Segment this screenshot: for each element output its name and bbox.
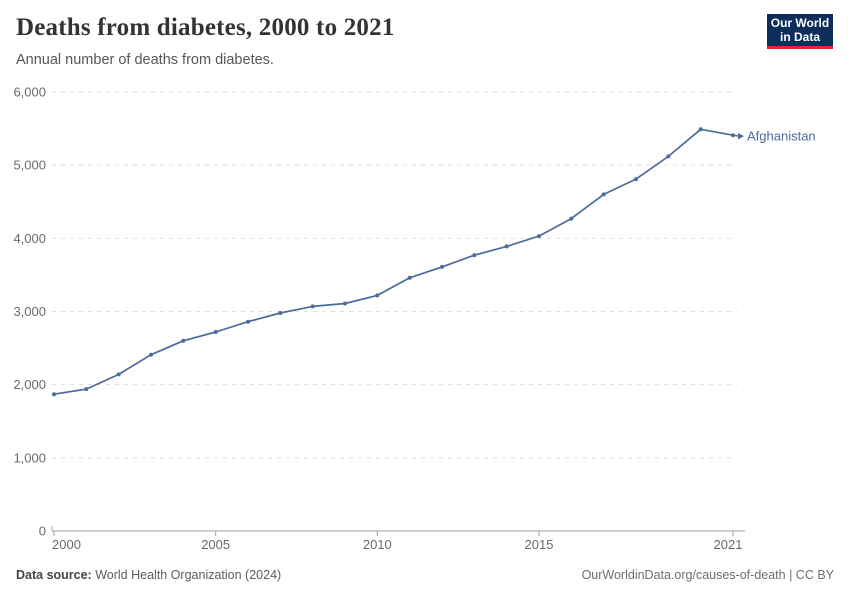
data-point[interactable] [537, 234, 541, 239]
credit-link[interactable]: OurWorldinData.org/causes-of-death | CC … [581, 568, 834, 582]
data-source-text: World Health Organization (2024) [95, 568, 282, 582]
x-tick-label: 2021 [714, 537, 743, 552]
data-point[interactable] [472, 253, 477, 258]
data-source: Data source: World Health Organization (… [16, 568, 281, 582]
data-source-label: Data source: [16, 568, 92, 582]
page-title: Deaths from diabetes, 2000 to 2021 [16, 14, 395, 41]
data-point[interactable] [375, 293, 380, 298]
owid-logo-line2: in Data [779, 30, 820, 44]
chart-subtitle: Annual number of deaths from diabetes. [16, 52, 274, 68]
data-point[interactable] [278, 311, 283, 315]
series-group[interactable] [52, 127, 735, 397]
y-tick-label: 5,000 [13, 158, 46, 173]
data-point[interactable] [698, 127, 703, 132]
y-tick-label: 4,000 [13, 231, 46, 246]
y-tick-label: 0 [39, 524, 46, 539]
data-point[interactable] [666, 154, 671, 159]
x-tick-label: 2005 [201, 537, 230, 552]
x-tick-label: 2015 [525, 537, 554, 552]
data-point[interactable] [440, 264, 444, 269]
data-point[interactable] [52, 392, 56, 397]
data-point[interactable] [213, 330, 218, 334]
x-tick-label: 2010 [363, 537, 392, 552]
data-point[interactable] [504, 244, 509, 249]
entity-label[interactable]: Afghanistan [747, 129, 816, 144]
data-point[interactable] [601, 192, 606, 197]
y-tick-label: 1,000 [13, 450, 46, 465]
data-point[interactable] [116, 372, 121, 377]
y-axis-labels: 0 1,000 2,000 3,000 4,000 5,000 6,000 [13, 85, 46, 539]
data-point[interactable] [149, 352, 153, 357]
gridlines-group [52, 91, 737, 459]
label-arrow-icon [738, 132, 744, 140]
data-point[interactable] [84, 387, 89, 392]
x-tick-label: 2000 [52, 537, 81, 552]
x-axis: 2000 2005 2010 2015 2021 [51, 526, 745, 552]
data-point[interactable] [310, 304, 315, 309]
data-line[interactable] [53, 128, 734, 396]
owid-logo[interactable]: Our World in Data [767, 14, 833, 49]
y-tick-label: 2,000 [13, 377, 46, 392]
data-point[interactable] [407, 275, 412, 280]
y-tick-label: 3,000 [13, 304, 46, 319]
data-point[interactable] [569, 216, 574, 221]
owid-logo-line1: Our World [770, 16, 830, 30]
data-point[interactable] [246, 319, 250, 324]
y-tick-label: 6,000 [13, 85, 46, 100]
data-point[interactable] [181, 338, 186, 343]
entity-annotation[interactable]: Afghanistan [732, 129, 816, 144]
data-point[interactable] [343, 301, 347, 306]
data-point[interactable] [634, 177, 638, 182]
chart-footer: Data source: World Health Organization (… [16, 568, 834, 582]
